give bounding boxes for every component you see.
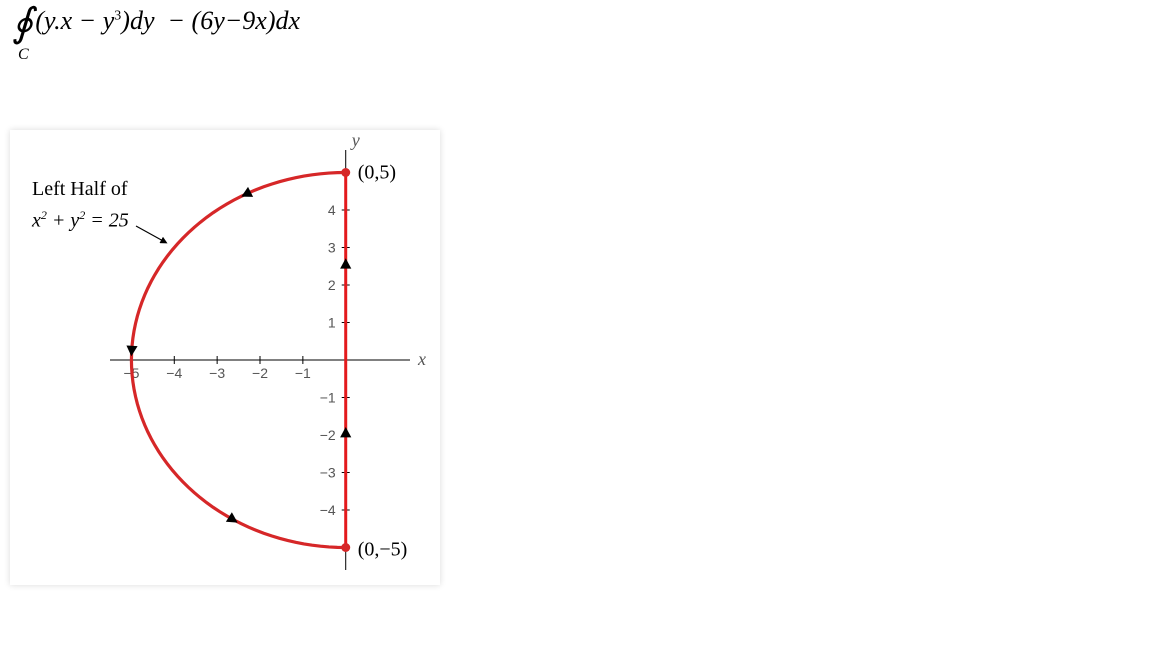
svg-text:2: 2 bbox=[328, 277, 336, 293]
contour-integral-symbol: ∮ bbox=[12, 21, 33, 25]
svg-text:y: y bbox=[350, 130, 360, 150]
svg-text:x: x bbox=[417, 349, 426, 369]
svg-text:−2: −2 bbox=[252, 365, 268, 381]
integral-subscript-c: C bbox=[18, 46, 29, 64]
svg-text:4: 4 bbox=[328, 202, 336, 218]
svg-text:−3: −3 bbox=[209, 365, 225, 381]
svg-text:(0,5): (0,5) bbox=[358, 162, 396, 184]
svg-text:−4: −4 bbox=[166, 365, 182, 381]
svg-text:−2: −2 bbox=[320, 427, 336, 443]
svg-text:1: 1 bbox=[328, 315, 336, 331]
svg-text:−1: −1 bbox=[320, 390, 336, 406]
svg-text:−3: −3 bbox=[320, 465, 336, 481]
figure-box: Left Half of x2 + y2 = 25 −5−4−3−2−11234… bbox=[10, 130, 440, 585]
svg-text:−1: −1 bbox=[295, 365, 311, 381]
svg-text:(0,−5): (0,−5) bbox=[358, 539, 408, 561]
svg-text:3: 3 bbox=[328, 240, 336, 256]
integrand: (y.x − y3)dy − (6y−9x)dx bbox=[35, 6, 300, 35]
plot-svg: −5−4−3−2−11234−1−2−3−4xy(0,5)(0,−5) bbox=[10, 130, 440, 585]
line-integral-formula: ∮ (y.x − y3)dy − (6y−9x)dx C bbox=[12, 6, 304, 36]
svg-text:−4: −4 bbox=[320, 502, 336, 518]
